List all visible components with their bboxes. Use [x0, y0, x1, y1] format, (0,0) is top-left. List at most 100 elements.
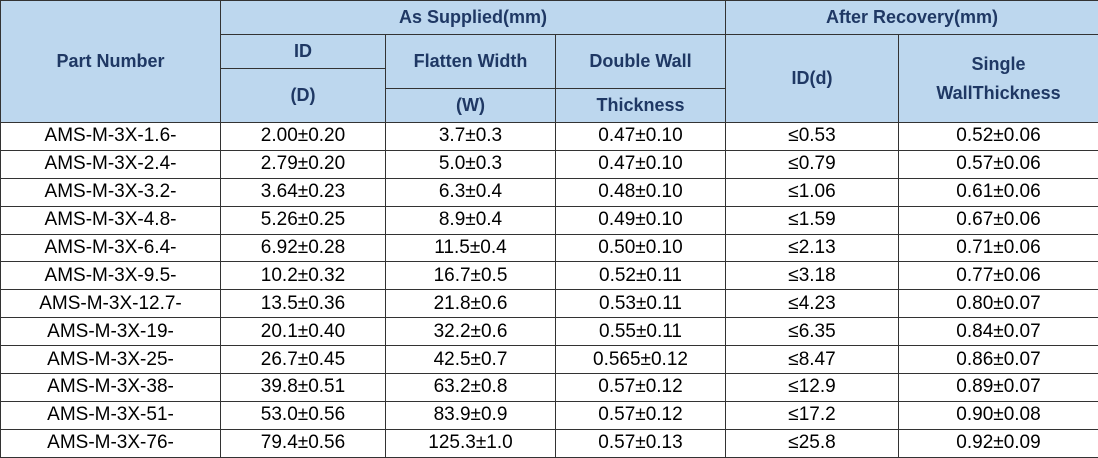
- table-cell: 0.84±0.07: [899, 318, 1098, 346]
- table-cell: 8.9±0.4: [386, 206, 556, 234]
- table-cell: 0.52±0.11: [556, 262, 726, 290]
- table-cell: AMS-M-3X-1.6-: [1, 123, 221, 151]
- table-cell: 2.79±0.20: [221, 150, 386, 178]
- table-cell: 0.80±0.07: [899, 290, 1098, 318]
- table-cell: 0.57±0.06: [899, 150, 1098, 178]
- table-cell: 125.3±1.0: [386, 429, 556, 457]
- header-cell: Thickness: [556, 89, 726, 123]
- table-cell: 0.71±0.06: [899, 234, 1098, 262]
- table-cell: 0.53±0.11: [556, 290, 726, 318]
- header-cell: As Supplied(mm): [221, 1, 726, 35]
- table-cell: 0.90±0.08: [899, 401, 1098, 429]
- table-cell: ≤1.59: [726, 206, 899, 234]
- table-cell: 0.77±0.06: [899, 262, 1098, 290]
- table-cell: 0.61±0.06: [899, 178, 1098, 206]
- table-cell: 21.8±0.6: [386, 290, 556, 318]
- table-cell: 0.86±0.07: [899, 346, 1098, 374]
- table-cell: AMS-M-3X-2.4-: [1, 150, 221, 178]
- table-cell: 32.2±0.6: [386, 318, 556, 346]
- table-cell: 0.47±0.10: [556, 123, 726, 151]
- header-cell: Part Number: [1, 1, 221, 123]
- header-cell: Double Wall: [556, 35, 726, 89]
- table-cell: ≤25.8: [726, 429, 899, 457]
- table-cell: ≤0.79: [726, 150, 899, 178]
- table-cell: AMS-M-3X-12.7-: [1, 290, 221, 318]
- table-cell: 16.7±0.5: [386, 262, 556, 290]
- table-cell: 5.26±0.25: [221, 206, 386, 234]
- table-cell: AMS-M-3X-6.4-: [1, 234, 221, 262]
- table-cell: 63.2±0.8: [386, 374, 556, 402]
- header-cell: ID: [221, 35, 386, 69]
- table-cell: 10.2±0.32: [221, 262, 386, 290]
- table-cell: AMS-M-3X-9.5-: [1, 262, 221, 290]
- table-cell: ≤4.23: [726, 290, 899, 318]
- table-cell: AMS-M-3X-3.2-: [1, 178, 221, 206]
- table-cell: 0.57±0.12: [556, 374, 726, 402]
- table-cell: AMS-M-3X-51-: [1, 401, 221, 429]
- table-cell: AMS-M-3X-76-: [1, 429, 221, 457]
- table-cell: 0.565±0.12: [556, 346, 726, 374]
- table-cell: 26.7±0.45: [221, 346, 386, 374]
- table-cell: 2.00±0.20: [221, 123, 386, 151]
- header-text: Single: [971, 54, 1025, 74]
- header-cell: ID(d): [726, 35, 899, 123]
- header-text: WallThickness: [936, 83, 1060, 103]
- header-cell: Flatten Width: [386, 35, 556, 89]
- table-cell: ≤12.9: [726, 374, 899, 402]
- table-cell: 13.5±0.36: [221, 290, 386, 318]
- header-cell: After Recovery(mm): [726, 1, 1098, 35]
- table-cell: 39.8±0.51: [221, 374, 386, 402]
- table-cell: 0.48±0.10: [556, 178, 726, 206]
- table-cell: ≤2.13: [726, 234, 899, 262]
- table-cell: 83.9±0.9: [386, 401, 556, 429]
- table-cell: 42.5±0.7: [386, 346, 556, 374]
- table-cell: 0.52±0.06: [899, 123, 1098, 151]
- table-cell: AMS-M-3X-4.8-: [1, 206, 221, 234]
- table-cell: ≤3.18: [726, 262, 899, 290]
- header-cell: Single WallThickness: [899, 35, 1098, 123]
- table-cell: AMS-M-3X-25-: [1, 346, 221, 374]
- table-cell: 3.7±0.3: [386, 123, 556, 151]
- table-cell: 0.92±0.09: [899, 429, 1098, 457]
- header-cell: (W): [386, 89, 556, 123]
- table-cell: 20.1±0.40: [221, 318, 386, 346]
- table-cell: 0.67±0.06: [899, 206, 1098, 234]
- table-cell: AMS-M-3X-19-: [1, 318, 221, 346]
- table-cell: 11.5±0.4: [386, 234, 556, 262]
- table-cell: ≤17.2: [726, 401, 899, 429]
- table-cell: 0.49±0.10: [556, 206, 726, 234]
- table-cell: 53.0±0.56: [221, 401, 386, 429]
- table-cell: 6.3±0.4: [386, 178, 556, 206]
- table-cell: 0.50±0.10: [556, 234, 726, 262]
- table-cell: 0.57±0.12: [556, 401, 726, 429]
- table-cell: ≤8.47: [726, 346, 899, 374]
- table-cell: 3.64±0.23: [221, 178, 386, 206]
- table-cell: ≤0.53: [726, 123, 899, 151]
- table-cell: 0.55±0.11: [556, 318, 726, 346]
- table-cell: 79.4±0.56: [221, 429, 386, 457]
- table-cell: 0.89±0.07: [899, 374, 1098, 402]
- table-cell: ≤6.35: [726, 318, 899, 346]
- table-cell: ≤1.06: [726, 178, 899, 206]
- table-cell: 5.0±0.3: [386, 150, 556, 178]
- table-cell: 6.92±0.28: [221, 234, 386, 262]
- table-cell: AMS-M-3X-38-: [1, 374, 221, 402]
- table-cell: 0.47±0.10: [556, 150, 726, 178]
- table-cell: 0.57±0.13: [556, 429, 726, 457]
- header-cell: (D): [221, 69, 386, 123]
